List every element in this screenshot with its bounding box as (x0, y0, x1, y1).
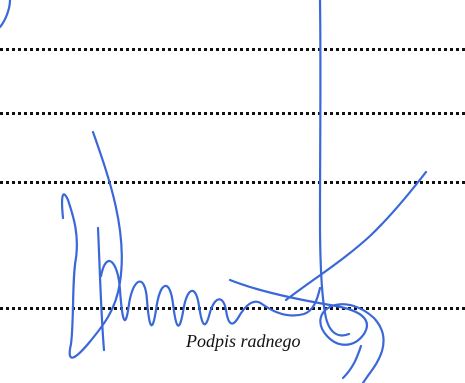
dotted-signature-line (0, 307, 465, 310)
signature-caption: Podpis radnego (186, 331, 301, 351)
dotted-field-line-2 (0, 112, 465, 115)
dotted-field-line-1 (0, 48, 465, 51)
dotted-field-line-3 (0, 181, 465, 184)
